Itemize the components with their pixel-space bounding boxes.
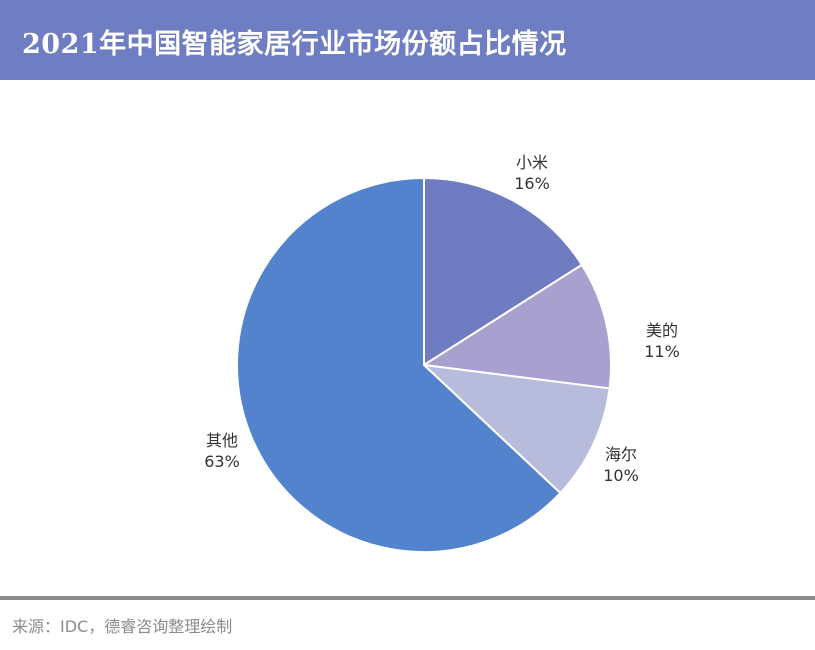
footer-divider [0,596,815,600]
slice-label-海尔: 海尔 [605,445,637,464]
pie-slice-美的 [421,263,612,390]
slice-label-美的: 美的 [646,321,678,340]
source-note: 来源：IDC，德睿咨询整理绘制 [12,617,233,636]
slice-label-其他: 其他 [206,431,238,450]
page-title: 2021年中国智能家居行业市场份额占比情况 [22,29,567,60]
pie-slice-其他 [236,176,562,553]
slice-value-其他: 63% [204,452,240,471]
pie-slice-小米 [423,176,584,367]
slice-value-海尔: 10% [603,466,639,485]
slice-label-小米: 小米 [516,153,548,172]
slice-value-美的: 11% [644,342,680,361]
slice-value-小米: 16% [514,174,550,193]
pie-chart: 小米 16% 美的 11% 海尔 10% 其他 63% [204,153,680,553]
title-banner: 2021年中国智能家居行业市场份额占比情况 [0,0,815,80]
pie-slice-海尔 [421,363,611,495]
